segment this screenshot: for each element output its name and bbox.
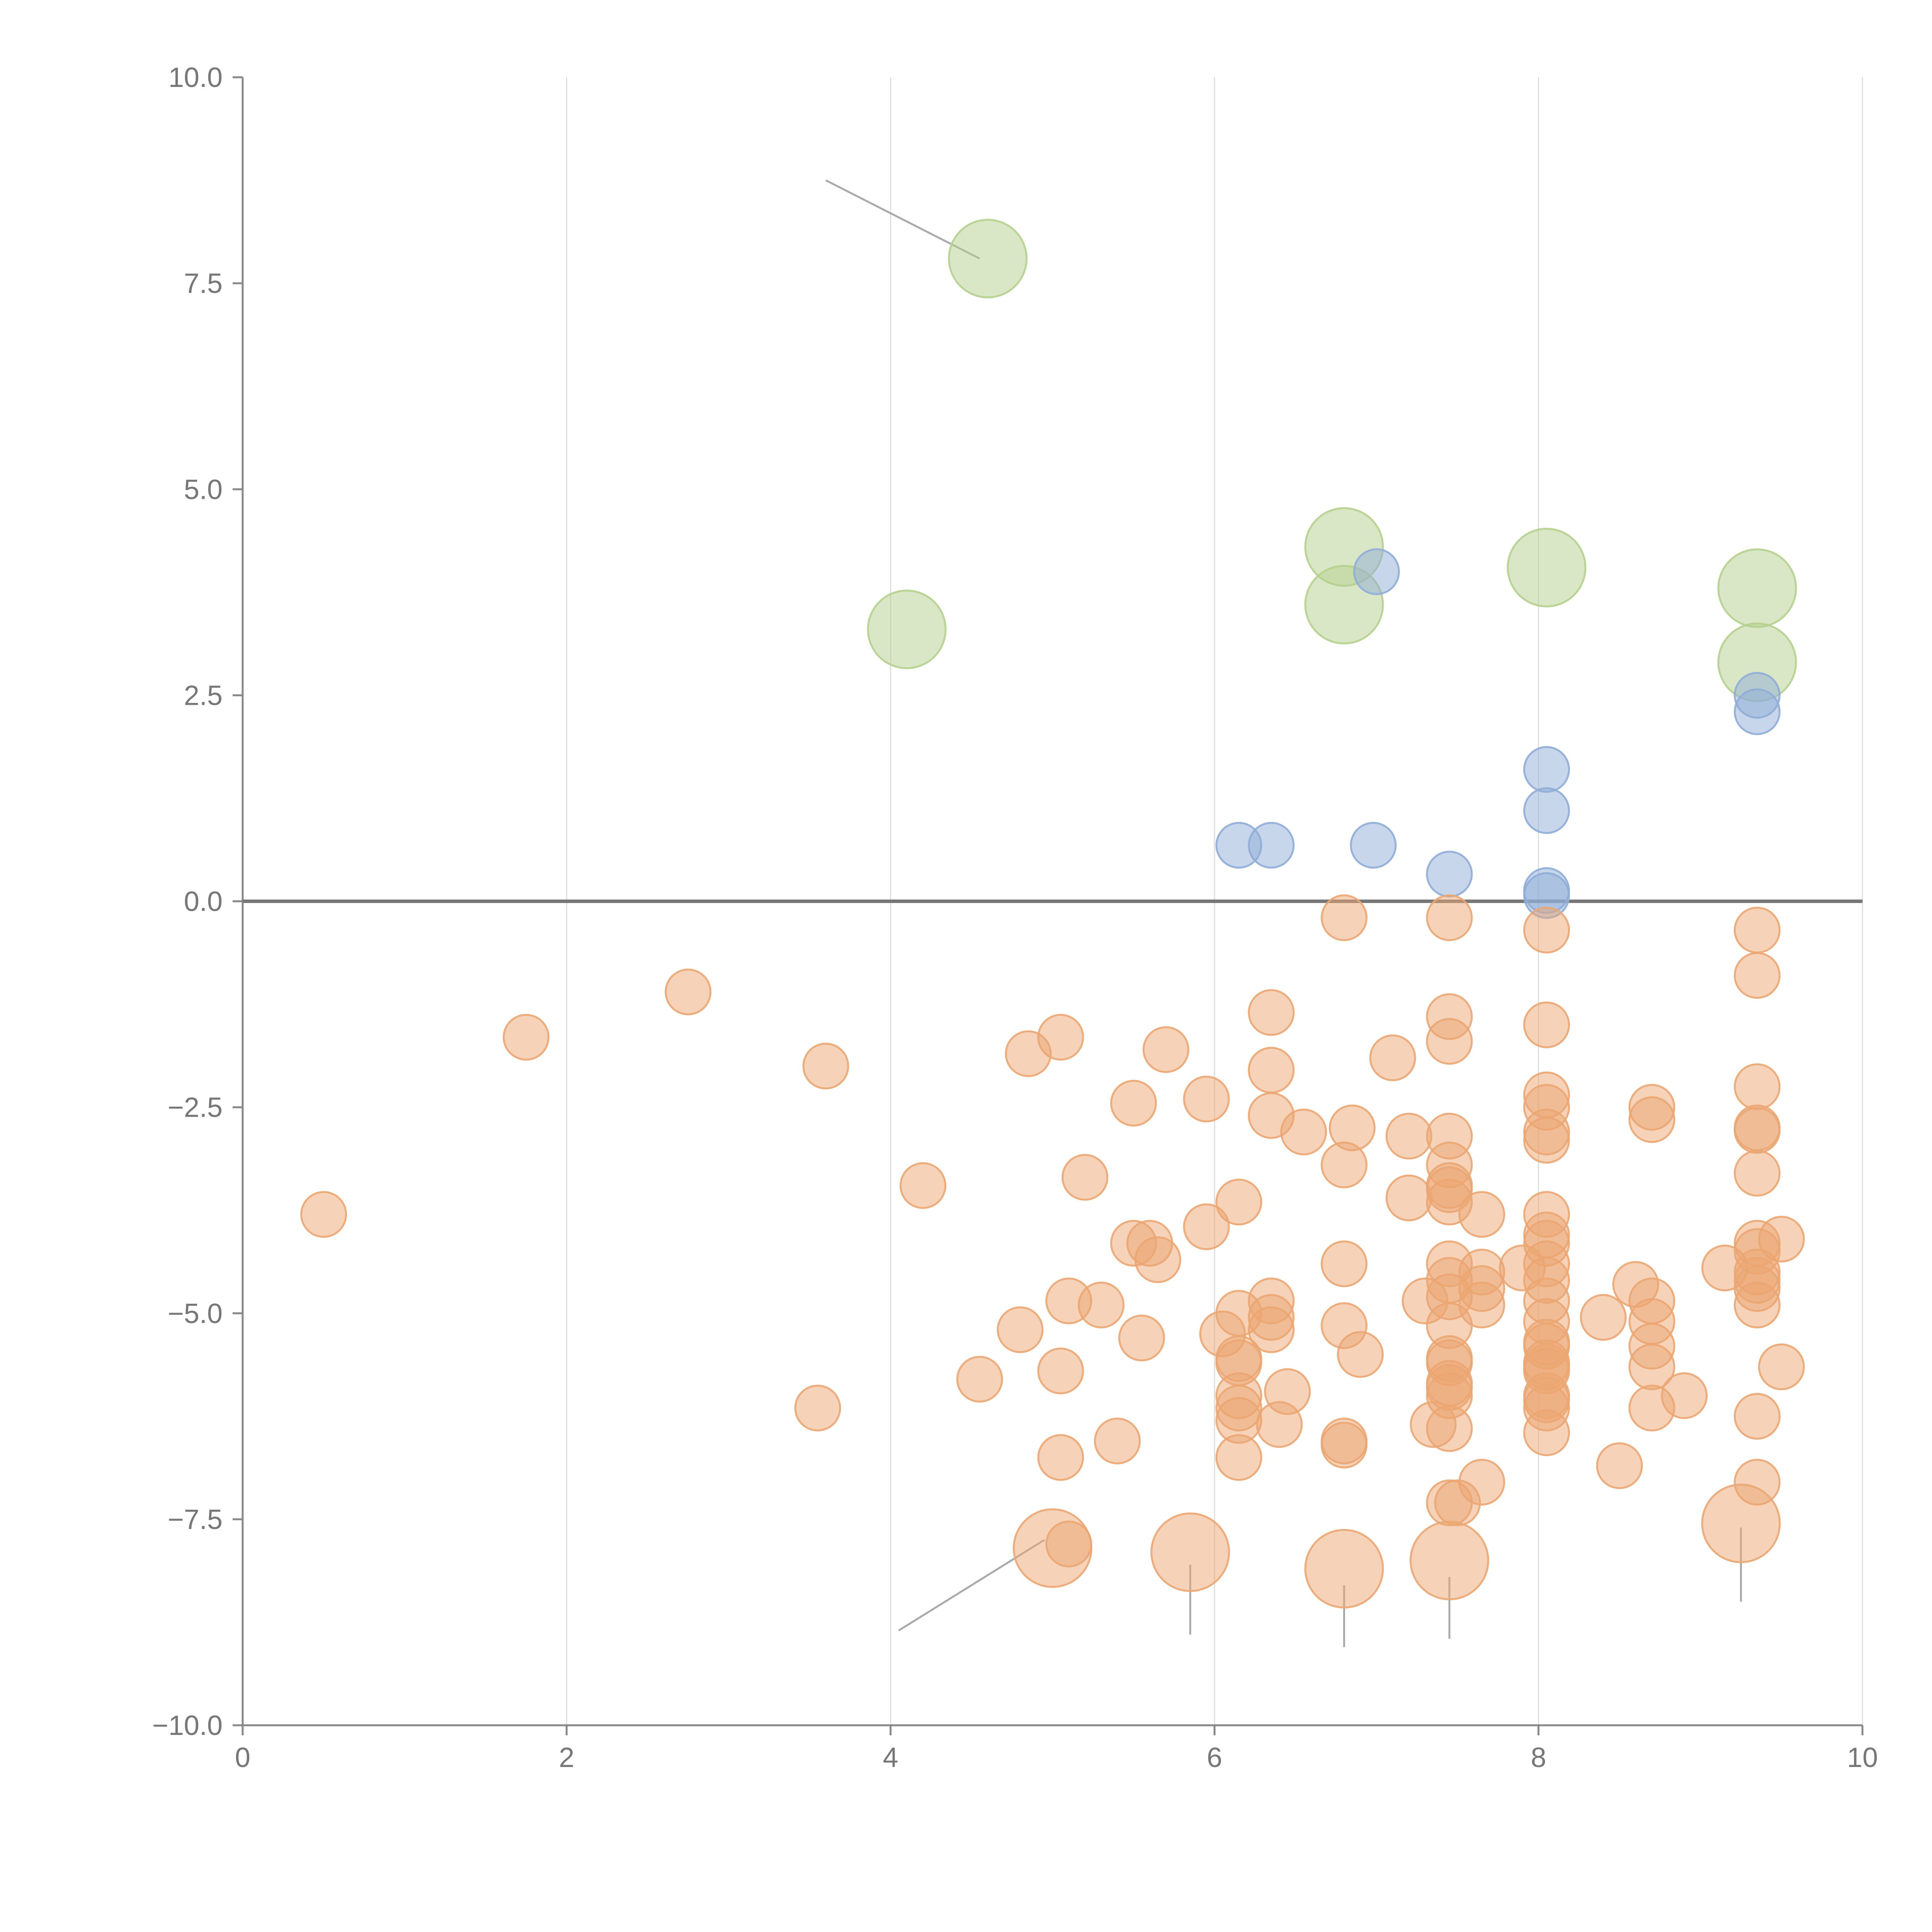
data-point-orange-large — [1304, 1529, 1384, 1609]
data-point-orange — [1110, 1080, 1157, 1127]
data-point-orange — [1134, 1236, 1181, 1283]
data-point-orange — [1734, 906, 1781, 954]
data-point-orange — [1248, 1306, 1295, 1353]
data-point-orange — [1580, 1294, 1627, 1341]
data-point-orange — [1061, 1154, 1109, 1201]
data-point-orange — [1734, 1150, 1781, 1197]
data-point-orange — [1183, 1075, 1230, 1122]
data-point-orange — [1734, 1107, 1781, 1154]
data-point-green — [867, 589, 947, 669]
data-point-orange — [1321, 894, 1368, 941]
data-point-orange — [1321, 1422, 1368, 1469]
data-point-green — [1507, 527, 1587, 607]
data-point-orange — [1005, 1030, 1052, 1077]
data-point-orange — [1118, 1315, 1165, 1362]
data-point-orange-large — [1410, 1520, 1489, 1600]
data-point-orange — [1426, 1018, 1473, 1065]
data-point-orange — [300, 1191, 347, 1238]
axes: 0 2 4 6 8 10 10.0 7.5 5.0 2.5 0.0 −2.5 −5.0 −7.5 −10.0 — [152, 62, 1878, 1773]
x-tick-label: 2 — [559, 1742, 574, 1773]
data-point-blue — [1353, 548, 1400, 595]
data-point-orange — [1523, 1409, 1570, 1456]
data-point-orange — [900, 1162, 947, 1209]
y-tick-label: 5.0 — [184, 474, 223, 505]
data-point-orange — [1248, 989, 1295, 1036]
data-point-orange — [802, 1043, 849, 1090]
data-point-orange-large — [1013, 1508, 1092, 1588]
y-tick-label: −2.5 — [168, 1092, 223, 1123]
data-point-orange — [1758, 1343, 1805, 1390]
data-point-blue — [1523, 746, 1570, 793]
y-tick-label: 2.5 — [184, 680, 223, 711]
y-tick-label: 7.5 — [184, 268, 223, 299]
data-point-orange — [794, 1384, 841, 1432]
data-point-orange — [1142, 1026, 1189, 1073]
data-point-orange — [1248, 1047, 1295, 1094]
data-point-orange — [1523, 1117, 1570, 1164]
y-tick-label: 0.0 — [184, 886, 223, 917]
data-point-blue — [1426, 850, 1473, 898]
data-point-orange — [1734, 1063, 1781, 1110]
data-point-orange — [1458, 1191, 1505, 1238]
data-point-orange — [503, 1014, 550, 1061]
data-point-blue — [1734, 688, 1781, 735]
data-point-blue — [1523, 787, 1570, 834]
data-point-orange-large — [1701, 1483, 1781, 1563]
data-point-orange — [1628, 1384, 1675, 1432]
data-point-orange — [1734, 1281, 1781, 1328]
data-point-orange-large — [1150, 1512, 1230, 1592]
data-point-orange — [1280, 1109, 1327, 1156]
data-point-orange — [1037, 1347, 1084, 1395]
data-point-orange — [1734, 952, 1781, 999]
data-point-orange — [1734, 1393, 1781, 1440]
data-point-orange — [1321, 1141, 1368, 1189]
data-point-orange — [665, 968, 712, 1015]
x-tick-label: 10 — [1847, 1742, 1878, 1773]
data-point-orange — [1037, 1434, 1084, 1481]
data-point-orange — [1256, 1401, 1303, 1448]
data-point-orange — [1385, 1174, 1432, 1221]
data-point-blue — [1350, 821, 1397, 869]
data-point-orange — [1183, 1203, 1230, 1250]
x-tick-label: 0 — [235, 1742, 250, 1773]
data-point-orange — [1215, 1434, 1262, 1481]
x-tick-label: 4 — [883, 1742, 898, 1773]
data-point-orange — [1426, 1405, 1473, 1452]
data-point-orange — [1215, 1179, 1262, 1226]
data-point-orange — [1385, 1112, 1432, 1160]
data-point-orange — [1523, 1001, 1570, 1048]
data-point-orange — [1094, 1417, 1141, 1464]
data-point-orange — [1078, 1281, 1125, 1328]
data-point-orange — [1369, 1034, 1416, 1082]
y-tick-label: −7.5 — [168, 1504, 223, 1535]
data-point-orange — [1337, 1331, 1384, 1378]
data-point-orange — [1321, 1240, 1368, 1287]
data-point-orange — [1426, 894, 1473, 941]
x-tick-label: 6 — [1207, 1742, 1222, 1773]
data-point-orange — [956, 1355, 1003, 1403]
data-point-blue — [1248, 821, 1295, 869]
data-point-orange — [997, 1306, 1044, 1353]
data-point-orange — [1523, 906, 1570, 954]
data-point-green — [948, 219, 1028, 299]
data-point-green — [1717, 548, 1797, 628]
x-tick-label: 8 — [1531, 1742, 1546, 1773]
data-point-orange — [1596, 1442, 1643, 1489]
y-tick-label: −10.0 — [152, 1710, 223, 1741]
data-point-orange — [1628, 1096, 1675, 1143]
y-tick-label: −5.0 — [168, 1298, 223, 1329]
y-tick-label: 10.0 — [168, 62, 223, 93]
data-point-orange — [1434, 1479, 1481, 1526]
data-points — [300, 219, 1805, 1609]
